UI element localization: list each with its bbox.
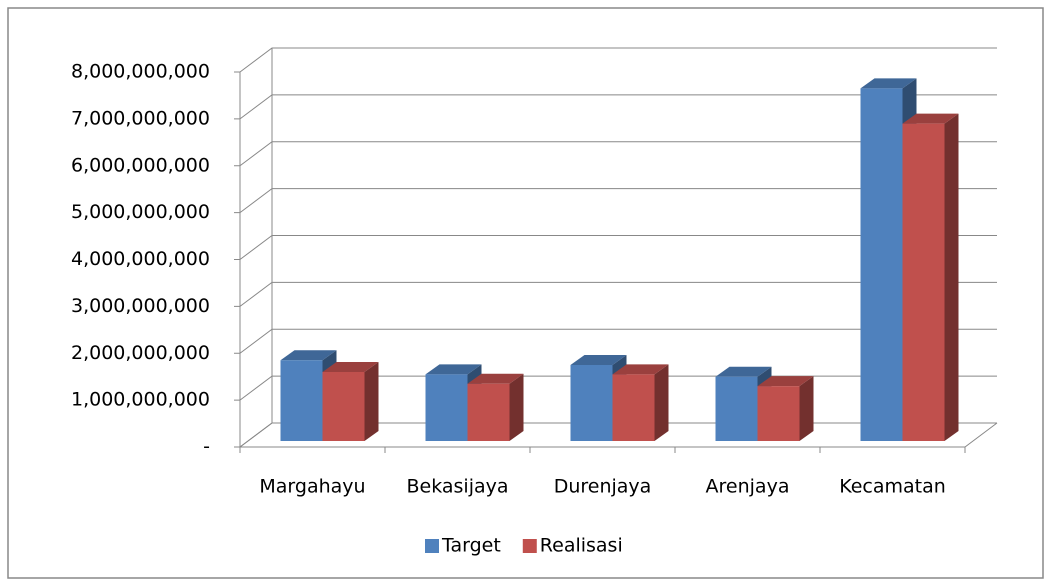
legend-swatch	[425, 539, 439, 553]
bar	[322, 362, 379, 441]
bar-front	[467, 383, 510, 441]
bar	[612, 364, 669, 441]
y-tick-label: 3,000,000,000	[71, 295, 210, 317]
grid-line	[239, 328, 997, 354]
y-tick-label: 5,000,000,000	[71, 201, 210, 223]
grid-line	[239, 141, 997, 167]
grid-line	[239, 94, 997, 120]
bar	[902, 113, 959, 441]
bar-side	[654, 364, 669, 441]
bar	[467, 373, 524, 441]
y-tick-label: 8,000,000,000	[71, 61, 210, 83]
y-tick-label: -	[203, 436, 210, 458]
bar-top	[715, 366, 772, 377]
y-tick-label: 2,000,000,000	[71, 342, 210, 364]
bar-side	[509, 373, 524, 441]
legend-swatch	[522, 539, 537, 553]
bar-front	[757, 386, 800, 441]
legend-label: Target	[441, 535, 501, 557]
bar	[757, 376, 814, 441]
bar-side	[364, 362, 379, 441]
y-tick-label: 6,000,000,000	[71, 154, 210, 176]
grid-line	[239, 281, 997, 307]
legend-label: Realisasi	[540, 535, 623, 557]
bar-front	[425, 374, 468, 441]
bar-top	[757, 376, 814, 387]
bar-top	[280, 350, 337, 361]
bar-front	[715, 376, 758, 441]
bar-top	[467, 373, 524, 384]
bar-top	[322, 362, 379, 372]
bar-top	[612, 364, 669, 375]
x-tick-label: Bekasijaya	[406, 476, 508, 498]
bar-side	[799, 376, 814, 441]
grid-line	[239, 47, 997, 73]
y-tick-label: 7,000,000,000	[71, 107, 210, 129]
bar-top	[425, 364, 482, 375]
bar-front	[902, 123, 945, 441]
bar-front	[612, 374, 655, 441]
x-tick-label: Arenjaya	[706, 476, 790, 498]
bar-top	[860, 78, 917, 89]
grid-line	[239, 188, 997, 214]
bar-top	[902, 113, 959, 124]
bar-top	[570, 354, 627, 365]
bar-front	[860, 88, 903, 441]
bar-side	[944, 113, 959, 441]
x-tick-label: Margahayu	[259, 476, 365, 498]
y-tick-label: 1,000,000,000	[71, 389, 210, 411]
bar-front	[280, 360, 323, 441]
grid-line	[239, 235, 997, 260]
y-tick-label: 4,000,000,000	[71, 248, 210, 270]
x-tick-label: Kecamatan	[839, 476, 946, 498]
bar-front	[322, 372, 365, 441]
bar-front	[570, 364, 613, 441]
x-tick-label: Durenjaya	[554, 476, 652, 498]
